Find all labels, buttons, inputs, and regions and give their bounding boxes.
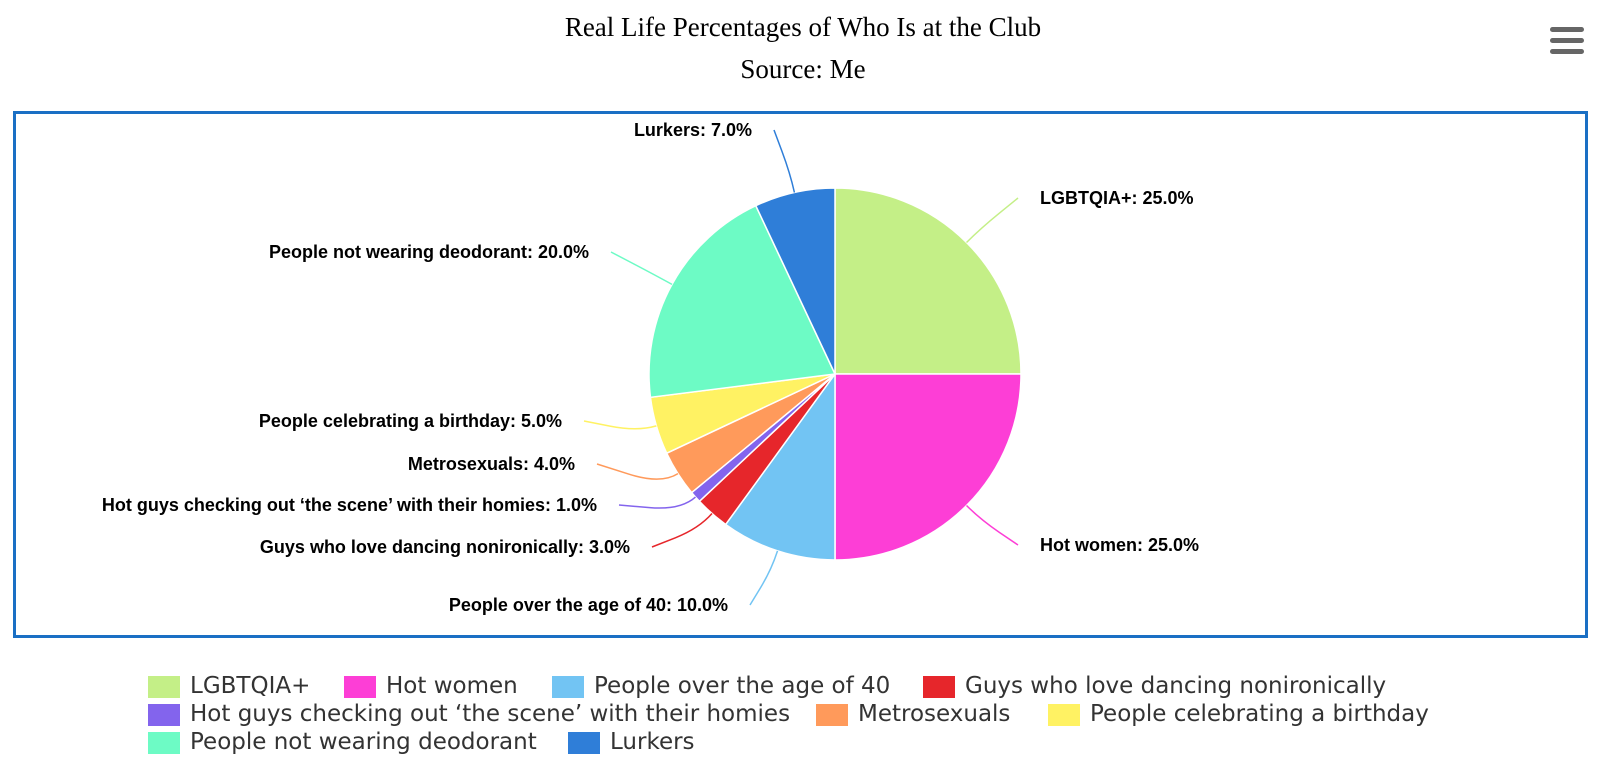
connector-people-not-wearing-deodorant (610, 251, 673, 286)
legend-label: Metrosexuals (858, 701, 1011, 727)
legend-swatch (923, 676, 955, 698)
plot-area-frame (13, 111, 1588, 638)
connector-guys-who-love-dancing-nonironically (651, 513, 713, 548)
legend: LGBTQIA+ Hot women People over the age of … (148, 672, 1588, 756)
data-label-lurkers: Lurkers: 7.0% (634, 120, 752, 140)
legend-swatch (148, 676, 180, 698)
legend-swatch (568, 732, 600, 754)
legend-swatch (148, 732, 180, 754)
data-label-lgbtqia: LGBTQIA+: 25.0% (1040, 188, 1194, 208)
legend-label: People celebrating a birthday (1090, 701, 1429, 727)
legend-label: People over the age of 40 (594, 673, 891, 699)
legend-label: LGBTQIA+ (190, 673, 311, 699)
data-label-people-not-wearing-deodorant: People not wearing deodorant: 20.0% (269, 242, 589, 262)
legend-swatch (552, 676, 584, 698)
legend-label: People not wearing deodorant (190, 729, 537, 755)
connector-lgbtqia (965, 197, 1019, 244)
pie-chart: LGBTQIA+: 25.0% Hot women: 25.0% People ov… (102, 120, 1199, 615)
legend-row: People not wearing deodorant Lurkers (148, 728, 1588, 756)
pie-slice-hot-women[interactable] (834, 373, 1022, 561)
pie-slice-people-not-wearing-deodorant[interactable] (648, 204, 837, 399)
connector-people-celebrating-a-birthday (583, 420, 657, 430)
data-label-people-celebrating-a-birthday: People celebrating a birthday: 5.0% (259, 411, 562, 431)
pie-slice-people-over-the-age-of-40[interactable] (724, 371, 836, 561)
data-label-hot-women: Hot women: 25.0% (1040, 535, 1199, 555)
connector-metrosexuals (596, 463, 679, 480)
hamburger-menu-icon[interactable] (1550, 27, 1584, 55)
legend-row: LGBTQIA+ Hot women People over the age of … (148, 672, 1588, 700)
data-label-people-over-the-age-of-40: People over the age of 40: 10.0% (449, 595, 728, 615)
data-label-guys-who-love-dancing-nonironically: Guys who love dancing nonironically: 3.0… (260, 537, 630, 557)
connector-hot-women (965, 504, 1019, 546)
legend-swatch (344, 676, 376, 698)
legend-swatch (148, 704, 180, 726)
data-label-hot-guys-checking-out-the-scene-with-their-homies: Hot guys checking out ‘the scene’ with t… (102, 495, 597, 515)
connector-people-over-the-age-of-40 (749, 550, 779, 606)
connector-lurkers (773, 129, 796, 193)
data-label-metrosexuals: Metrosexuals: 4.0% (408, 454, 575, 474)
chart-title: Real Life Percentages of Who Is at the C… (564, 12, 1042, 42)
legend-label: Guys who love dancing nonironically (965, 673, 1387, 699)
legend-label: Hot women (386, 673, 518, 699)
legend-row: Hot guys checking out ‘the scene’ with t… (148, 700, 1588, 728)
pie-slice-lgbtqia[interactable] (834, 187, 1022, 375)
chart-subtitle: Source: Me (740, 54, 866, 84)
connector-hot-guys-checking-out-the-scene-with-their-homies (618, 496, 696, 509)
legend-label: Hot guys checking out ‘the scene’ with t… (190, 701, 791, 727)
legend-swatch (816, 704, 848, 726)
legend-label: Lurkers (610, 729, 695, 755)
legend-swatch (1048, 704, 1080, 726)
